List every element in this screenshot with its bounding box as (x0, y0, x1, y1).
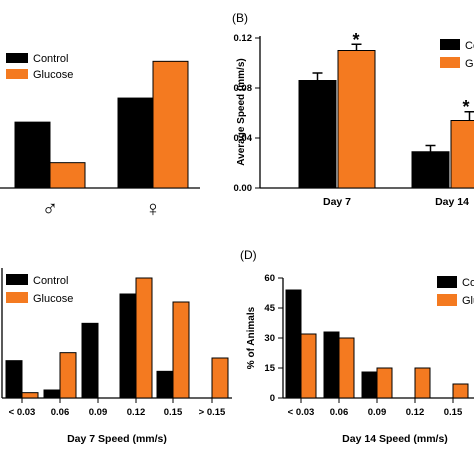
panel-c-bar-glucose-5 (211, 357, 229, 399)
legend-swatch-control (6, 53, 28, 63)
legend-label-control: Control (465, 40, 474, 52)
panel-c-bar-control-2 (81, 322, 99, 399)
panel-d-bar-control-2 (361, 371, 378, 399)
panel-d-x-tick-label: 0.15 (444, 407, 463, 418)
legend-swatch-control (6, 274, 28, 285)
panel-b-legend: Control Glucose (440, 39, 474, 70)
panel-c-x-tick-label: > 0.15 (199, 407, 226, 418)
legend-label-control: Control (462, 277, 474, 289)
panel-a-bars (14, 60, 189, 189)
panel-d-y-tick-label: 0 (270, 393, 275, 404)
panel-c-bar-glucose-3 (135, 277, 153, 399)
panel-b-bars (298, 43, 474, 189)
panel-c-x-tick-label: 0.06 (51, 407, 70, 418)
panel-d-x-axis-label: Day 14 Speed (mm/s) (342, 433, 448, 445)
panel-c-x-tick-label: 0.15 (164, 407, 183, 418)
panel-c: < 0.03 0.06 0.09 0.12 0.15 > 0.15 Day 7 Speed… (1, 268, 232, 445)
panel-b-y-tick-label: 0.12 (234, 33, 253, 44)
panel-d-y-tick-label: 30 (264, 333, 275, 344)
legend-label-glucose: Glucose (33, 69, 73, 81)
panel-b-x-tick-day14: Day 14 (435, 196, 469, 208)
panel-b-bar-control-0 (298, 80, 337, 189)
panel-b-y-tick-label: 0.08 (234, 83, 253, 94)
panel-b-y-tick-label: 0.00 (234, 183, 253, 194)
panel-c-bars (5, 277, 229, 399)
panel-d-bar-glucose-2 (376, 367, 393, 399)
panel-d-x-tick-label: 0.09 (368, 407, 387, 418)
panel-a-x-tick-female: ♀ (145, 196, 162, 221)
panel-c-bar-control-4 (156, 370, 174, 399)
legend-swatch-glucose (6, 69, 28, 79)
legend-swatch-glucose (437, 294, 457, 306)
panel-c-x-ticks: < 0.03 0.06 0.09 0.12 0.15 > 0.15 (9, 398, 226, 418)
legend-swatch-control (440, 39, 460, 50)
legend-swatch-control (437, 276, 457, 288)
panel-d-bar-glucose-1 (338, 337, 355, 399)
panel-d-x-tick-label: 0.06 (330, 407, 349, 418)
panel-label-b: (B) (232, 11, 248, 25)
panel-d-bar-control-0 (285, 289, 302, 399)
panel-c-bar-control-1 (43, 389, 61, 399)
panel-b: (B) Average Speed (mm/s) 0.00 0.04 0.08 … (232, 11, 474, 208)
panel-a-bar-glucose-0 (49, 162, 86, 189)
panel-d: (D) % of Animals 0 15 30 45 60 < 0.03 0.0… (240, 248, 474, 445)
panel-b-bar-control-1 (411, 151, 450, 189)
panel-d-y-tick-label: 15 (264, 363, 275, 374)
significance-star-day7: * (352, 30, 359, 50)
panel-b-bar-glucose-1 (450, 120, 474, 189)
panel-d-bar-control-1 (323, 331, 340, 399)
panel-b-y-ticks: 0.00 0.04 0.08 0.12 (234, 33, 260, 194)
panel-a-bar-control-0 (14, 121, 51, 189)
panel-d-y-tick-label: 60 (264, 273, 275, 284)
panel-c-bar-control-0 (5, 360, 23, 399)
panel-d-x-tick-label: 0.12 (406, 407, 425, 418)
panel-c-bar-glucose-0 (21, 392, 39, 399)
panel-b-bar-glucose-0 (337, 50, 376, 189)
panel-c-bar-glucose-1 (59, 352, 77, 399)
panel-b-y-axis-label: Average Speed (mm/s) (236, 58, 247, 165)
panel-b-x-tick-day7: Day 7 (323, 196, 351, 208)
panel-d-legend: Control Glucose (437, 276, 474, 307)
panel-c-x-tick-label: 0.09 (89, 407, 108, 418)
panel-label-d: (D) (240, 248, 257, 262)
panel-d-y-tick-label: 45 (264, 303, 275, 314)
panel-d-x-ticks: < 0.03 0.06 0.09 0.12 0.15 (288, 398, 463, 418)
panel-c-x-axis-label: Day 7 Speed (mm/s) (67, 433, 167, 445)
legend-label-control: Control (33, 275, 68, 287)
panel-d-bar-glucose-3 (414, 367, 431, 399)
panel-c-bar-control-3 (119, 293, 137, 399)
panel-c-x-tick-label: < 0.03 (9, 407, 36, 418)
panel-a-x-tick-male: ♂ (42, 196, 59, 221)
panel-d-x-tick-label: < 0.03 (288, 407, 315, 418)
significance-star-day14: * (462, 97, 469, 117)
legend-label-control: Control (33, 53, 68, 65)
panel-d-bar-glucose-0 (300, 333, 317, 399)
legend-swatch-glucose (440, 57, 460, 68)
panel-b-y-tick-label: 0.04 (234, 133, 253, 144)
legend-label-glucose: Glucose (462, 295, 474, 307)
legend-swatch-glucose (6, 292, 28, 303)
panel-c-legend: Control Glucose (6, 274, 73, 305)
panel-a: ♂ ♀ Control Glucose (0, 53, 200, 221)
panel-c-x-tick-label: 0.12 (127, 407, 146, 418)
panel-d-y-axis-label: % of Animals (246, 306, 257, 369)
panel-d-y-ticks: 0 15 30 45 60 (264, 273, 283, 404)
panel-a-legend: Control Glucose (6, 53, 73, 81)
panel-a-bar-control-1 (117, 97, 154, 189)
legend-label-glucose: Glucose (33, 293, 73, 305)
panel-c-bar-glucose-4 (172, 301, 190, 399)
panel-a-bar-glucose-1 (152, 60, 189, 189)
panel-d-bars (285, 289, 469, 399)
panel-d-bar-glucose-4 (452, 383, 469, 399)
legend-label-glucose: Glucose (465, 58, 474, 70)
